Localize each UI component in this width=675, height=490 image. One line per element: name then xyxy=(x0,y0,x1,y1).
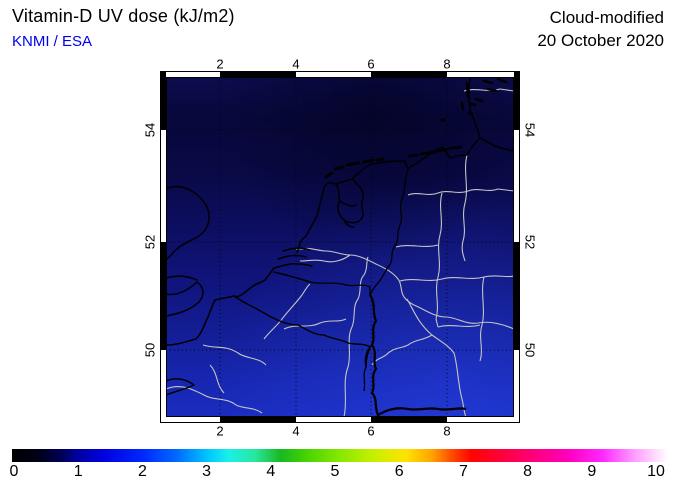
rivers-and-borders xyxy=(166,88,514,417)
colorbar-tick-label: 8 xyxy=(523,463,533,480)
colorbar-tick-label: 9 xyxy=(587,463,597,480)
top-axis-tick: 6 xyxy=(367,56,375,72)
map-interior xyxy=(166,77,514,417)
bottom-axis-tick: 6 xyxy=(367,423,375,439)
national-borders xyxy=(233,168,467,417)
colorbar-gradient xyxy=(12,449,668,462)
uv-dose-map xyxy=(160,71,520,423)
top-axis-tick: 4 xyxy=(292,56,300,72)
bottom-axis-tick: 8 xyxy=(443,423,451,439)
credit-text: KNMI / ESA xyxy=(12,33,93,50)
mode-label: Cloud-modified xyxy=(549,8,664,27)
colorbar-tick-label: 5 xyxy=(330,463,340,480)
bottom-axis-tick: 4 xyxy=(292,423,300,439)
right-axis-tick: 52 xyxy=(522,234,538,250)
colorbar-tick-label: 0 xyxy=(9,463,19,480)
top-axis-tick: 2 xyxy=(216,56,224,72)
map-frame-border xyxy=(160,71,520,423)
page-title: Vitamin-D UV dose (kJ/m2) xyxy=(12,6,235,26)
north-frisian-islands xyxy=(440,77,508,122)
colorbar-tick-label: 3 xyxy=(202,463,212,480)
colorbar-tick-label: 7 xyxy=(458,463,468,480)
colorbar-tick-label: 6 xyxy=(394,463,404,480)
colorbar-tick-label: 4 xyxy=(266,463,276,480)
right-axis-tick: 50 xyxy=(522,342,538,358)
coastlines xyxy=(166,77,514,396)
right-axis-tick: 54 xyxy=(522,122,538,138)
left-axis-tick: 50 xyxy=(142,342,158,358)
bottom-axis-tick: 2 xyxy=(216,423,224,439)
colorbar-tick-label: 1 xyxy=(73,463,83,480)
left-axis-tick: 54 xyxy=(142,122,158,138)
date-label: 20 October 2020 xyxy=(537,31,664,50)
map-canvas xyxy=(160,71,520,423)
colorbar-tick-label: 2 xyxy=(137,463,147,480)
graticule xyxy=(166,77,514,417)
left-axis-tick: 52 xyxy=(142,234,158,250)
header-right-block: Cloud-modified 20 October 2020 xyxy=(537,6,664,52)
colorbar-tick-label: 10 xyxy=(647,463,665,480)
wadden-islands xyxy=(324,145,463,179)
top-axis-tick: 8 xyxy=(443,56,451,72)
